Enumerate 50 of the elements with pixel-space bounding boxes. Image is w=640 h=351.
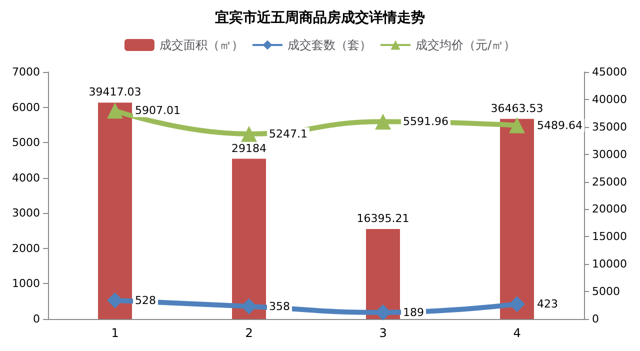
y-tick-label: 0 (33, 312, 40, 326)
data-label: 528 (135, 294, 156, 307)
data-label: 5907.01 (135, 104, 180, 118)
point (107, 102, 123, 119)
point (375, 304, 391, 320)
x-tick-label: 1 (111, 326, 119, 340)
y-tick-label: 6000 (12, 100, 40, 114)
point (107, 292, 123, 308)
data-label: 39417.03 (88, 86, 142, 99)
data-label: 5489.64 (537, 118, 582, 132)
data-label: 16395.21 (356, 212, 410, 226)
data-label: 36463.53 (490, 102, 544, 115)
legend-label: 成交均价（元/㎡） (415, 38, 516, 52)
point (241, 298, 257, 314)
y2-tick-label: 40000 (592, 92, 627, 106)
point (375, 114, 391, 130)
bar (98, 102, 132, 319)
point (509, 117, 525, 134)
bar (500, 118, 534, 319)
y2-tick-label: 45000 (592, 66, 627, 78)
chart-title: 宜宾市近五周商品房成交详情走势 (215, 9, 425, 26)
y-tick-label: 4000 (12, 171, 40, 184)
legend-label: 成交面积（㎡） (159, 38, 244, 52)
y2-tick-label: 5000 (592, 285, 620, 298)
point (241, 126, 257, 142)
y-tick-label: 7000 (12, 66, 40, 78)
y-tick-label: 5000 (12, 136, 40, 150)
data-label: 189 (403, 306, 424, 319)
x-tick-label: 2 (245, 326, 253, 340)
x-tick-label: 4 (513, 326, 521, 340)
y2-tick-label: 20000 (592, 202, 627, 216)
y2-tick-label: 15000 (592, 230, 627, 244)
bar (232, 158, 266, 319)
bar (366, 229, 400, 319)
y2-tick-label: 10000 (592, 258, 627, 271)
y-tick-label: 1000 (12, 277, 40, 290)
data-label: 5247.1 (269, 127, 308, 140)
y2-tick-label: 30000 (592, 148, 627, 161)
y-tick-label: 2000 (12, 242, 40, 255)
x-tick-label: 3 (379, 326, 387, 340)
legend-label: 成交套数（套） (287, 38, 372, 52)
data-label: 358 (269, 300, 290, 313)
y2-tick-label: 35000 (592, 120, 627, 134)
data-label: 29184 (232, 142, 266, 155)
data-label: 423 (537, 298, 558, 311)
y2-tick-label: 25000 (592, 175, 627, 188)
y-tick-label: 3000 (12, 206, 40, 220)
data-label: 5591.96 (403, 115, 448, 128)
point (509, 296, 525, 312)
y2-tick-label: 0 (592, 312, 599, 326)
